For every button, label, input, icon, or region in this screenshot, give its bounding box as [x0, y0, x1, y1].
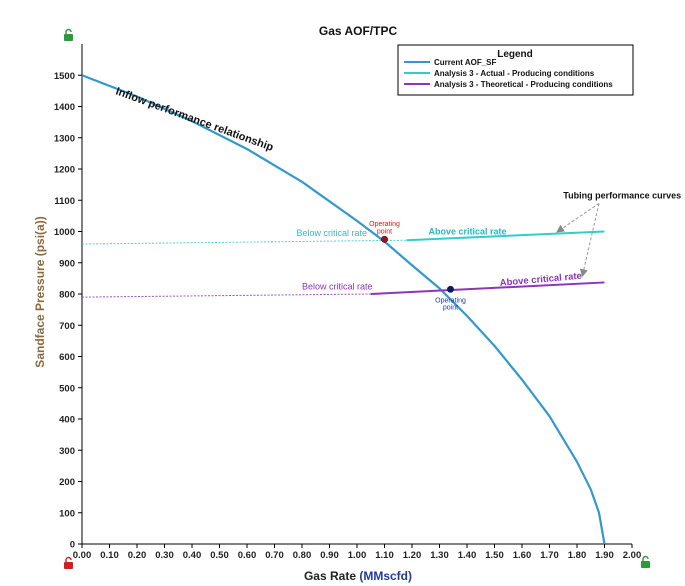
chart-title: Gas AOF/TPC [319, 24, 398, 38]
annotation-0: Inflow performance relationship [114, 86, 275, 154]
annotation-5: Tubing performance curves [563, 191, 681, 201]
x-tick-label: 0.20 [128, 550, 147, 561]
y-tick-label: 800 [59, 290, 75, 301]
series-line-solid-1[interactable] [406, 230, 605, 242]
operating-point-theoretical[interactable] [446, 285, 454, 293]
x-tick-label: 0.10 [100, 550, 119, 561]
y-tick-label: 1500 [54, 71, 75, 82]
annotation-9: point [443, 305, 458, 312]
legend-box [397, 44, 634, 96]
x-tick-label: 1.20 [403, 550, 422, 561]
legend-title: Legend [497, 49, 533, 60]
x-axis-title: Gas Rate (MMscfd) [304, 569, 412, 583]
x-tick-label: 1.60 [513, 550, 532, 561]
series-line-dotted-1[interactable] [81, 239, 407, 245]
series-line-dotted-2[interactable] [81, 293, 371, 298]
x-axis-title-text: Gas Rate [304, 569, 356, 583]
y-tick-label: 200 [59, 477, 75, 488]
x-tick-label: 1.90 [595, 550, 614, 561]
x-tick-label: 1.70 [540, 550, 559, 561]
y-tick-label: 1400 [54, 102, 75, 113]
y-tick-label: 1000 [54, 227, 75, 238]
x-tick-label: 0.40 [183, 550, 202, 561]
annotation-arrow-1 [579, 203, 600, 278]
y-tick-label: 700 [59, 321, 75, 332]
y-tick-label: 400 [59, 415, 75, 426]
bottom-left-lock-icon[interactable] [64, 556, 73, 570]
x-tick-label: 1.00 [348, 550, 367, 561]
series-layer [81, 74, 606, 545]
x-tick-label: 0.70 [265, 550, 284, 561]
y-tick-label: 1200 [54, 165, 75, 176]
x-tick-label: 2.00 [623, 550, 642, 561]
series-line-solid-2[interactable] [370, 281, 605, 295]
x-tick-label: 0.90 [320, 550, 339, 561]
y-tick-label: 1300 [54, 133, 75, 144]
y-tick-label: 600 [59, 352, 75, 363]
y-tick-label: 100 [59, 508, 75, 519]
x-tick-label: 1.10 [375, 550, 394, 561]
annotation-7: point [377, 229, 392, 236]
legend[interactable]: Legend Current AOF_SF Analysis 3 - Actual… [397, 44, 634, 96]
annotation-1: Below critical rate [297, 228, 368, 238]
annotation-arrow-0 [556, 202, 600, 233]
top-left-lock-icon[interactable] [64, 28, 73, 42]
x-tick-label: 0.80 [293, 550, 312, 561]
operating-point-actual[interactable] [380, 235, 388, 243]
annotation-3: Below critical rate [302, 281, 373, 291]
axes: 0.00 0.10 0.20 0.30 0.40 0.50 0.60 0.70 0.80 0.90… [54, 44, 641, 561]
annotation-layer: Inflow performance relationship Below cri… [114, 86, 681, 312]
x-tick-label: 1.40 [458, 550, 477, 561]
y-tick-label: 900 [59, 258, 75, 269]
x-tick-label: 1.30 [430, 550, 449, 561]
series-line-ipr[interactable] [81, 74, 606, 545]
legend-entry-2: Analysis 3 - Theoretical - Producing con… [434, 80, 613, 89]
x-tick-label: 1.80 [568, 550, 587, 561]
x-tick-label: 0.60 [238, 550, 257, 561]
x-tick-label: 0.50 [210, 550, 229, 561]
x-axis-title-unit: (MMscfd) [359, 569, 412, 583]
legend-entry-0: Current AOF_SF [434, 58, 496, 67]
bottom-right-lock-icon[interactable] [641, 555, 650, 569]
x-tick-label: 1.50 [485, 550, 504, 561]
annotation-2: Above critical rate [429, 227, 507, 237]
legend-entry-1: Analysis 3 - Actual - Producing conditio… [434, 69, 595, 78]
x-tick-label: 0.00 [73, 550, 92, 561]
annotation-8: Operating [435, 297, 466, 304]
y-tick-label: 1100 [54, 196, 75, 207]
y-tick-label: 500 [59, 383, 75, 394]
y-tick-label: 0 [70, 540, 75, 551]
y-tick-label: 300 [59, 446, 75, 457]
x-tick-label: 0.30 [155, 550, 174, 561]
y-axis-title: Sandface Pressure (psi(a)) [33, 216, 47, 367]
annotation-6: Operating [369, 221, 400, 228]
